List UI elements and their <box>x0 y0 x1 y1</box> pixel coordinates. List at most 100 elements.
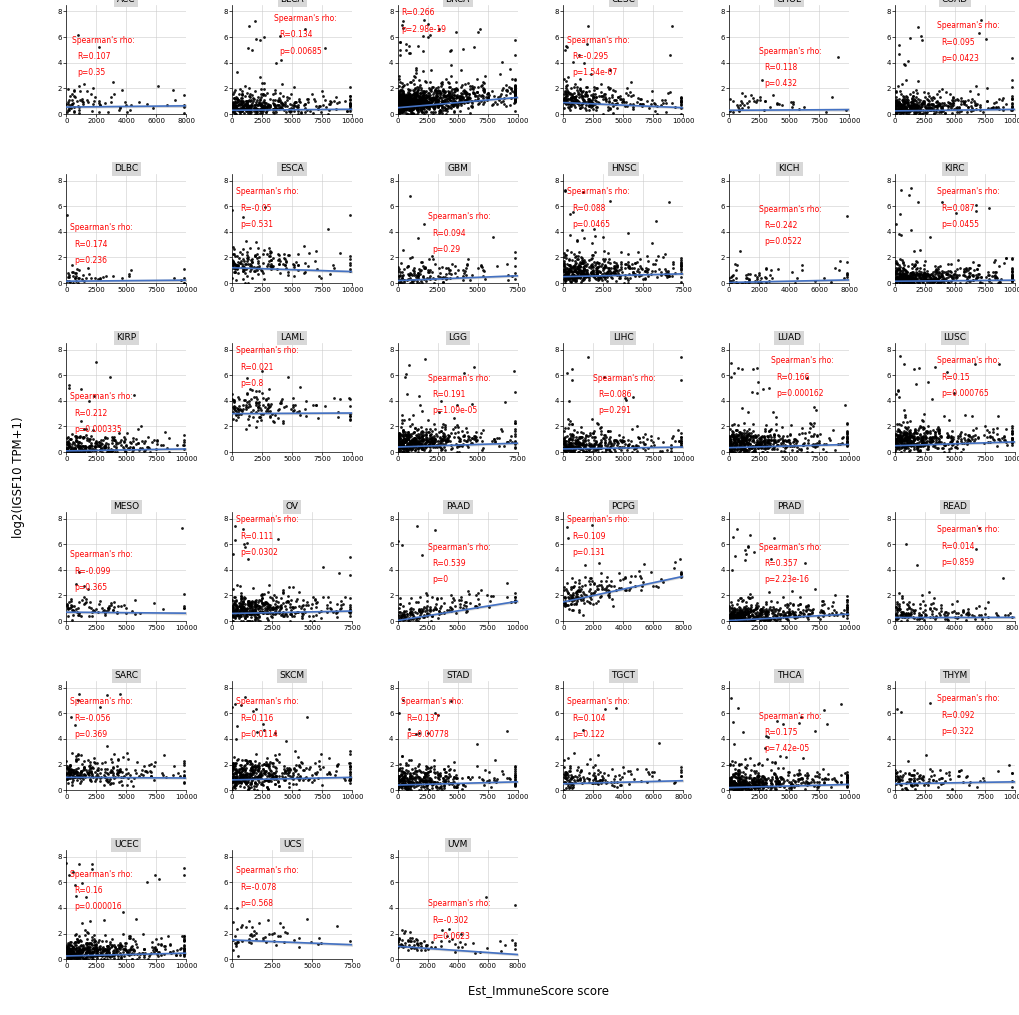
Point <box>796 430 812 447</box>
Point <box>589 762 605 779</box>
Title: COAD: COAD <box>941 0 967 4</box>
Point <box>749 769 765 786</box>
Point <box>502 90 519 107</box>
Point <box>59 760 75 776</box>
Point <box>822 779 839 795</box>
Point <box>1004 780 1019 796</box>
Point <box>904 92 920 109</box>
Point <box>231 97 248 114</box>
Point <box>900 104 916 120</box>
Point <box>425 90 441 107</box>
Point <box>468 757 484 773</box>
Point <box>82 947 98 963</box>
Point <box>669 422 686 438</box>
Point <box>400 427 417 444</box>
Point <box>290 403 307 419</box>
Point <box>110 943 126 959</box>
Point <box>416 92 432 109</box>
Point <box>768 607 785 623</box>
Point <box>744 777 760 794</box>
Point <box>436 269 452 285</box>
Point <box>61 444 77 460</box>
Point <box>440 84 457 100</box>
Point <box>952 103 968 119</box>
Point <box>69 604 86 620</box>
Point <box>889 437 905 454</box>
Point <box>399 439 416 456</box>
Point <box>838 773 854 790</box>
Point <box>917 99 933 116</box>
Point <box>144 934 160 950</box>
Point <box>269 402 285 418</box>
Point <box>67 948 84 964</box>
Point <box>396 609 413 625</box>
Point <box>410 594 426 610</box>
Point <box>389 769 406 786</box>
Point <box>800 775 816 792</box>
Point <box>122 773 139 790</box>
Point <box>901 86 917 103</box>
Point <box>243 91 259 108</box>
Point <box>749 439 765 456</box>
Point <box>435 435 451 452</box>
Point <box>817 436 834 453</box>
Point <box>1004 91 1019 108</box>
Point <box>410 757 426 773</box>
Point <box>407 88 423 105</box>
Point <box>569 434 585 451</box>
Point <box>582 582 598 598</box>
Point <box>895 425 911 442</box>
Point <box>418 773 434 790</box>
Point <box>407 759 423 775</box>
Point <box>392 89 409 106</box>
Point <box>240 91 257 108</box>
Point <box>571 574 587 591</box>
Point <box>673 433 689 450</box>
Point <box>785 779 801 795</box>
Point <box>260 577 276 593</box>
Point <box>234 94 251 111</box>
Point <box>330 756 346 772</box>
Point <box>722 437 739 454</box>
Point <box>411 72 427 88</box>
Point <box>228 599 245 615</box>
Point <box>733 611 749 627</box>
Point <box>786 607 802 623</box>
Point <box>908 100 924 117</box>
Point <box>65 945 82 961</box>
Point <box>249 597 265 613</box>
Point <box>961 260 977 276</box>
Point <box>286 93 303 110</box>
Point <box>225 99 242 116</box>
Point <box>257 929 273 945</box>
Point <box>830 262 847 278</box>
Point <box>235 771 252 788</box>
Point <box>739 601 755 617</box>
Point <box>797 599 813 615</box>
Point <box>1004 430 1019 447</box>
Point <box>922 272 938 288</box>
Point <box>66 434 83 451</box>
Point <box>892 99 908 116</box>
Point <box>229 948 246 964</box>
Point <box>924 268 941 284</box>
Point <box>341 772 358 789</box>
Point <box>252 92 268 109</box>
Point <box>909 275 925 291</box>
Point <box>225 93 242 110</box>
Point <box>811 611 827 627</box>
Point <box>901 606 917 622</box>
Point <box>436 760 452 776</box>
Point <box>915 261 931 277</box>
Point <box>451 432 468 449</box>
Point <box>588 254 604 270</box>
Point <box>453 85 470 102</box>
Point <box>425 775 441 792</box>
Point <box>423 433 439 450</box>
Point <box>723 104 740 120</box>
Point <box>737 759 753 775</box>
Point <box>329 95 345 112</box>
Point <box>773 430 790 447</box>
Point <box>589 593 605 609</box>
Point <box>64 767 81 784</box>
